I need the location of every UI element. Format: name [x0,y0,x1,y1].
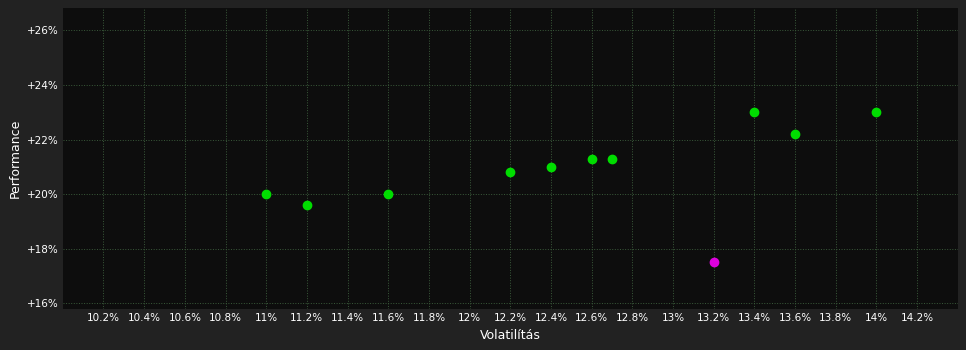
Point [583,156,599,161]
Point [787,131,803,137]
Point [543,164,558,170]
X-axis label: Volatilítás: Volatilítás [480,329,541,342]
Point [706,260,722,265]
Point [747,110,762,115]
Point [259,191,274,197]
Point [868,110,884,115]
Point [502,169,518,175]
Point [604,156,619,161]
Point [381,191,396,197]
Y-axis label: Performance: Performance [9,119,21,198]
Point [299,202,315,208]
